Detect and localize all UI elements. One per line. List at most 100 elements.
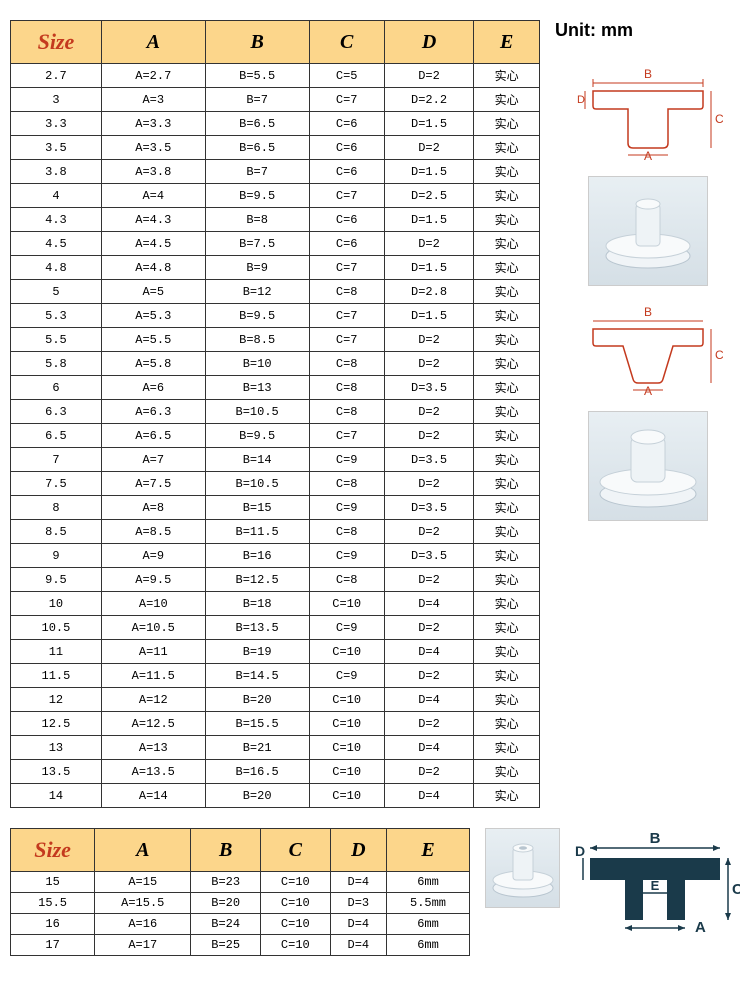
table-cell: 实心 [474,736,540,760]
col-header-size: Size [11,21,102,64]
table-row: 5.3A=5.3B=9.5C=7D=1.5实心 [11,304,540,328]
table-cell: 实心 [474,88,540,112]
table-cell: 12.5 [11,712,102,736]
table-cell: A=4.8 [101,256,205,280]
table-cell: 实心 [474,424,540,448]
table-cell: D=4 [330,935,386,956]
table-cell: A=3.5 [101,136,205,160]
table-cell: 4.5 [11,232,102,256]
diagram-t-plug-tapered: B C A [555,301,740,396]
table-cell: D=4 [330,914,386,935]
table-cell: A=10.5 [101,616,205,640]
table-row: 10A=10B=18C=10D=4实心 [11,592,540,616]
table-cell: A=9.5 [101,568,205,592]
table-cell: 5 [11,280,102,304]
table-cell: C=9 [309,616,384,640]
table-cell: C=10 [309,712,384,736]
table-cell: D=1.5 [384,304,474,328]
table-cell: D=1.5 [384,256,474,280]
table-row: 3.5A=3.5B=6.5C=6D=2实心 [11,136,540,160]
table-row: 9.5A=9.5B=12.5C=8D=2实心 [11,568,540,592]
table-cell: B=12 [205,280,309,304]
table-row: 4A=4B=9.5C=7D=2.5实心 [11,184,540,208]
table-cell: A=13.5 [101,760,205,784]
table-cell: 14 [11,784,102,808]
table-cell: A=5.8 [101,352,205,376]
table-cell: 4.3 [11,208,102,232]
table-cell: B=10.5 [205,400,309,424]
table-cell: C=7 [309,88,384,112]
table-cell: D=2 [384,472,474,496]
table-cell: A=3.8 [101,160,205,184]
table-cell: D=2 [384,568,474,592]
table-row: 9A=9B=16C=9D=3.5实心 [11,544,540,568]
table-cell: B=18 [205,592,309,616]
table-cell: 6.5 [11,424,102,448]
table-cell: D=3.5 [384,376,474,400]
table-cell: D=3.5 [384,448,474,472]
table-cell: D=4 [384,688,474,712]
table-row: 13A=13B=21C=10D=4实心 [11,736,540,760]
table-cell: D=2 [384,328,474,352]
table-cell: B=14.5 [205,664,309,688]
table-cell: B=6.5 [205,136,309,160]
table-cell: B=21 [205,736,309,760]
table-cell: C=10 [309,688,384,712]
table-cell: D=4 [384,784,474,808]
table-cell: C=9 [309,448,384,472]
table-cell: A=2.7 [101,64,205,88]
table-row: 4.5A=4.5B=7.5C=6D=2实心 [11,232,540,256]
diagram3-label-e: E [651,878,660,893]
table-cell: C=6 [309,136,384,160]
table-cell: A=12.5 [101,712,205,736]
table-row: 11.5A=11.5B=14.5C=9D=2实心 [11,664,540,688]
table-cell: B=24 [191,914,261,935]
table-cell: A=6.3 [101,400,205,424]
table-cell: 3.5 [11,136,102,160]
table-cell: C=8 [309,352,384,376]
table-cell: B=8.5 [205,328,309,352]
table-cell: D=2 [384,424,474,448]
table-cell: 实心 [474,280,540,304]
table-row: 11A=11B=19C=10D=4实心 [11,640,540,664]
table-cell: 实心 [474,328,540,352]
table-cell: B=6.5 [205,112,309,136]
table-cell: A=6.5 [101,424,205,448]
table-cell: 15 [11,872,95,893]
table-cell: 实心 [474,568,540,592]
col-header-a: A [101,21,205,64]
table-cell: 实心 [474,688,540,712]
table-cell: 9 [11,544,102,568]
table-row: 8A=8B=15C=9D=3.5实心 [11,496,540,520]
table-row: 5.5A=5.5B=8.5C=7D=2实心 [11,328,540,352]
table-cell: B=11.5 [205,520,309,544]
table-cell: 实心 [474,712,540,736]
table-cell: C=9 [309,496,384,520]
table-cell: B=10.5 [205,472,309,496]
table-cell: 实心 [474,616,540,640]
table-cell: 11 [11,640,102,664]
table-cell: 6mm [387,914,470,935]
table-cell: A=7.5 [101,472,205,496]
table-cell: 实心 [474,160,540,184]
table-row: 12A=12B=20C=10D=4实心 [11,688,540,712]
table-row: 5A=5B=12C=8D=2.8实心 [11,280,540,304]
table-cell: 16 [11,914,95,935]
table-cell: D=4 [384,640,474,664]
table-row: 15.5A=15.5B=20C=10D=35.5mm [11,893,470,914]
table-cell: 实心 [474,784,540,808]
table-cell: 7 [11,448,102,472]
table-cell: C=7 [309,328,384,352]
table-cell: D=1.5 [384,208,474,232]
table-cell: A=17 [95,935,191,956]
table-cell: B=15 [205,496,309,520]
table-cell: A=3.3 [101,112,205,136]
spec-table-2: SizeABCDE 15A=15B=23C=10D=46mm15.5A=15.5… [10,828,470,956]
table-cell: 6mm [387,872,470,893]
table-cell: C=6 [309,160,384,184]
table-row: 3.8A=3.8B=7C=6D=1.5实心 [11,160,540,184]
diagram2-label-b: B [643,305,651,319]
table-cell: 5.5mm [387,893,470,914]
table-cell: 3.3 [11,112,102,136]
product-photo-3 [485,828,560,908]
